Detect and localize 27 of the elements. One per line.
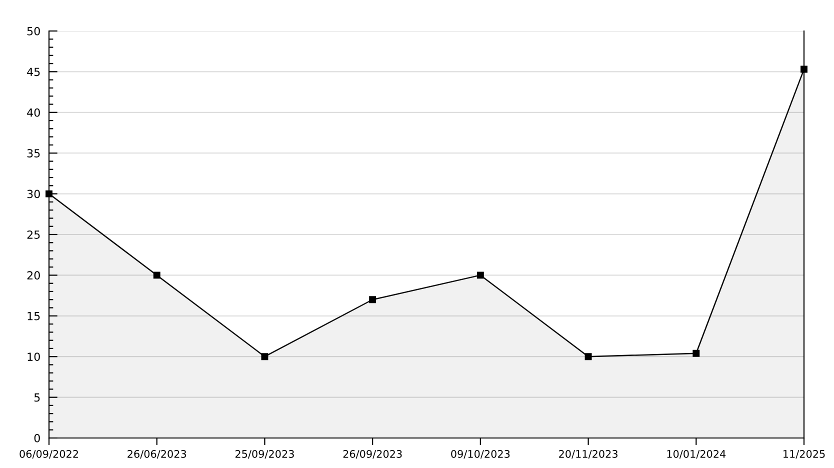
x-tick-label: 25/09/2023 [235, 450, 294, 459]
x-tick-label: 09/10/2023 [451, 450, 510, 459]
x-tick-label: 06/09/2022 [20, 450, 78, 459]
point [153, 272, 160, 279]
y-tick-label: 35 [27, 149, 40, 158]
point [692, 350, 700, 357]
y-tick-label: 15 [28, 312, 40, 320]
point [584, 353, 592, 360]
y-tick-label: 45 [27, 68, 40, 76]
x-tick-label: 10/01/2024 [667, 450, 726, 459]
x-tick-label: 26/06/2023 [128, 450, 186, 459]
point [46, 190, 52, 198]
x-tick-label: 26/09/2023 [343, 450, 402, 459]
y-tick-label: 40 [27, 108, 40, 117]
point [800, 66, 808, 73]
point [261, 353, 268, 360]
y-tick-label: 20 [27, 271, 40, 280]
y-tick-label: 0 [34, 434, 40, 442]
y-tick-label: 50 [27, 26, 40, 36]
y-tick-label: 5 [34, 393, 40, 402]
x-tick-label: 11/2025 [784, 450, 825, 459]
y-tick-label: 30 [27, 190, 40, 198]
point [476, 272, 484, 279]
point [369, 296, 376, 304]
y-tick-label: 10 [28, 352, 40, 361]
x-tick-label: 20/11/2023 [559, 450, 618, 459]
y-tick-label: 25 [27, 230, 40, 239]
